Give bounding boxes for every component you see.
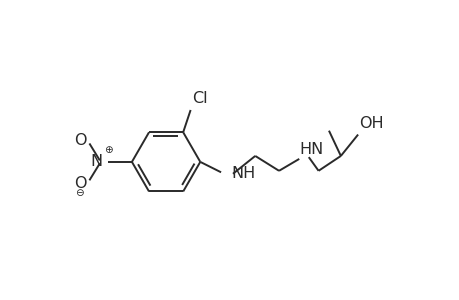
Text: HN: HN: [299, 142, 324, 157]
Text: OH: OH: [358, 116, 383, 131]
Text: N: N: [90, 154, 102, 169]
Text: ⊕: ⊕: [103, 146, 112, 155]
Text: O: O: [74, 133, 86, 148]
Text: NH: NH: [230, 166, 255, 181]
Text: O: O: [74, 176, 86, 191]
Text: Cl: Cl: [192, 91, 207, 106]
Text: ⊖: ⊖: [74, 188, 83, 198]
